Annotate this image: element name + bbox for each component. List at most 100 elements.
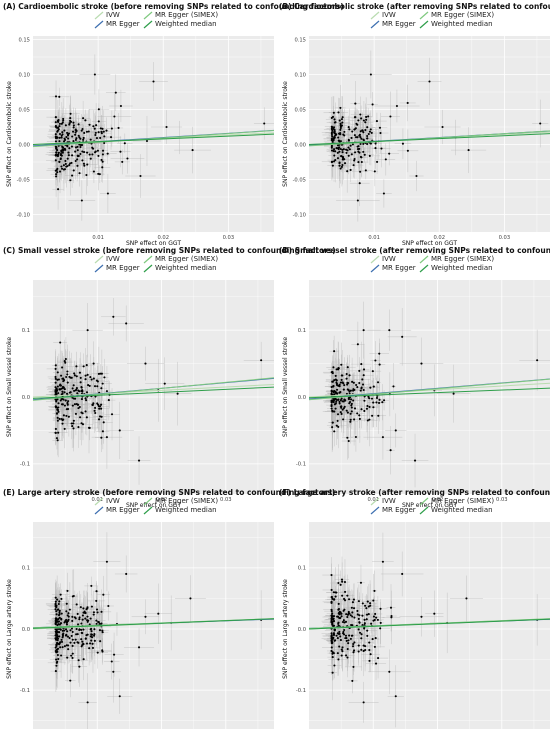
plot-area-e xyxy=(33,522,274,729)
data-point-d-153 xyxy=(356,412,359,415)
data-point-e-258 xyxy=(54,617,58,620)
ytick-label-a-2: 0.00 xyxy=(18,142,30,148)
data-point-f-128 xyxy=(337,622,340,625)
data-point-e-250 xyxy=(57,602,60,606)
data-point-b-75 xyxy=(375,120,378,123)
legend-key-f-1 xyxy=(370,506,380,515)
data-point-a-186 xyxy=(69,179,72,182)
data-point-f-125 xyxy=(341,580,344,583)
data-point-c-214 xyxy=(84,397,87,400)
data-point-e-64 xyxy=(66,635,69,638)
data-point-f-109 xyxy=(389,606,393,609)
data-point-f-176 xyxy=(332,618,335,621)
data-point-a-187 xyxy=(101,153,104,156)
data-point-b-195 xyxy=(358,133,361,136)
data-point-b-187 xyxy=(338,162,341,165)
data-point-c-238 xyxy=(86,329,89,332)
data-point-e-243 xyxy=(73,641,76,644)
data-point-f-119 xyxy=(331,671,334,674)
data-point-a-221 xyxy=(65,135,68,139)
data-point-e-215 xyxy=(60,638,63,641)
data-point-c-217 xyxy=(61,387,64,390)
data-point-d-48 xyxy=(381,401,384,404)
data-point-e-267 xyxy=(86,701,89,704)
data-point-f-231 xyxy=(390,616,393,619)
data-point-f-92 xyxy=(370,622,373,625)
data-point-c-184 xyxy=(58,417,61,420)
legend-label-e-0: IVW xyxy=(106,497,120,505)
data-point-f-117 xyxy=(362,649,365,652)
data-point-f-147 xyxy=(339,638,342,642)
data-point-b-204 xyxy=(339,132,342,135)
data-point-a-168 xyxy=(57,118,60,122)
data-point-c-82 xyxy=(71,404,74,407)
data-point-e-156 xyxy=(57,657,60,661)
data-point-e-229 xyxy=(58,631,61,634)
data-point-b-175 xyxy=(332,111,335,114)
data-point-f-45 xyxy=(330,573,333,577)
data-point-b-155 xyxy=(335,147,338,150)
ytick-label-c-2: 0.1 xyxy=(22,328,30,334)
legend-key-c-2 xyxy=(143,255,153,264)
data-point-a-249 xyxy=(113,115,116,118)
data-point-f-149 xyxy=(352,665,355,668)
data-point-e-244 xyxy=(65,602,68,605)
data-point-d-157 xyxy=(338,400,341,403)
data-point-e-193 xyxy=(55,610,58,613)
data-point-b-161 xyxy=(356,123,359,126)
data-point-d-119 xyxy=(369,386,372,389)
data-point-a-66 xyxy=(70,145,74,148)
data-point-c-231 xyxy=(144,362,147,365)
data-point-b-207 xyxy=(357,161,360,164)
data-point-e-76 xyxy=(54,608,57,611)
data-point-b-10 xyxy=(334,159,337,162)
data-point-c-220 xyxy=(100,387,103,390)
data-point-e-42 xyxy=(71,619,74,623)
data-point-e-254 xyxy=(84,637,87,640)
data-point-a-41 xyxy=(101,149,105,152)
data-point-d-191 xyxy=(342,382,345,385)
data-point-c-165 xyxy=(54,381,57,384)
data-point-e-240 xyxy=(100,622,103,625)
data-point-f-97 xyxy=(333,639,336,642)
data-point-f-46 xyxy=(340,578,344,581)
data-point-f-164 xyxy=(330,600,333,603)
data-point-f-47 xyxy=(368,659,371,662)
data-point-e-98 xyxy=(95,599,98,602)
data-point-c-201 xyxy=(66,402,69,405)
data-point-b-116 xyxy=(367,132,370,136)
data-point-a-90 xyxy=(95,137,99,140)
data-point-e-238 xyxy=(81,618,84,621)
data-point-c-161 xyxy=(98,407,101,410)
data-point-f-156 xyxy=(364,645,367,648)
data-point-d-155 xyxy=(334,407,337,410)
data-point-c-39 xyxy=(64,361,67,364)
data-point-f-201 xyxy=(346,594,349,597)
data-point-f-205 xyxy=(331,615,334,618)
data-point-b-144 xyxy=(338,146,341,149)
data-point-d-60 xyxy=(378,352,381,355)
data-point-a-241 xyxy=(152,80,155,83)
data-point-d-167 xyxy=(331,399,334,402)
data-point-f-126 xyxy=(351,645,355,648)
data-point-b-211 xyxy=(428,80,431,83)
data-point-b-78 xyxy=(354,151,357,154)
data-point-f-216 xyxy=(342,619,345,622)
legend-label-e-1: MR Egger xyxy=(106,506,140,514)
data-point-e-194 xyxy=(66,656,69,659)
data-point-d-142 xyxy=(378,363,381,366)
data-point-c-55 xyxy=(69,376,72,379)
data-point-f-160 xyxy=(344,637,347,640)
data-point-a-242 xyxy=(119,104,122,108)
data-point-b-167 xyxy=(338,164,341,167)
data-point-d-84 xyxy=(340,405,343,408)
data-point-c-187 xyxy=(65,408,68,411)
data-point-a-129 xyxy=(93,127,96,130)
data-point-d-121 xyxy=(353,418,356,421)
data-point-a-35 xyxy=(85,130,89,133)
x-axis-label-d: SNP effect on GGT xyxy=(402,502,457,509)
data-point-f-5 xyxy=(346,648,349,651)
data-point-c-107 xyxy=(61,366,64,369)
data-point-e-44 xyxy=(97,620,100,624)
